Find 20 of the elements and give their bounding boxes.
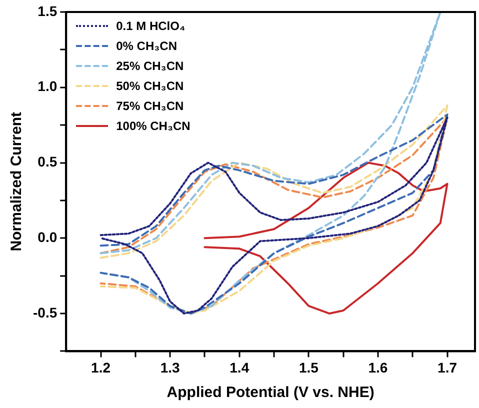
line-series bbox=[100, 12, 442, 315]
y-axis-title: Normalized Current bbox=[8, 112, 26, 252]
x-tick-label: 1.7 bbox=[438, 359, 458, 376]
legend-label: 25% CH₃CN bbox=[116, 58, 184, 75]
x-tick-label: 1.4 bbox=[230, 359, 250, 376]
x-tick-label: 1.6 bbox=[368, 359, 388, 376]
x-tick-label: 1.3 bbox=[160, 359, 180, 376]
y-tick-label: -0.5 bbox=[33, 304, 58, 320]
x-axis-title: Applied Potential (V vs. NHE) bbox=[166, 384, 374, 402]
legend-label: 100% CH₃CN bbox=[116, 118, 190, 135]
y-tick-label: 0.0 bbox=[38, 228, 58, 245]
legend-label: 75% CH₃CN bbox=[116, 98, 184, 115]
legend-label: 0% CH₃CN bbox=[116, 38, 177, 55]
y-tick-label: 1.0 bbox=[38, 78, 58, 94]
x-tick-label: 1.2 bbox=[91, 359, 111, 376]
x-tick-label: 1.5 bbox=[298, 359, 319, 376]
y-tick-label: 1.5 bbox=[38, 2, 58, 19]
y-tick-label: 0.5 bbox=[38, 154, 58, 170]
legend-label: 0.1 M HClO₄ bbox=[116, 18, 186, 35]
legend-label: 50% CH₃CN bbox=[116, 78, 184, 95]
